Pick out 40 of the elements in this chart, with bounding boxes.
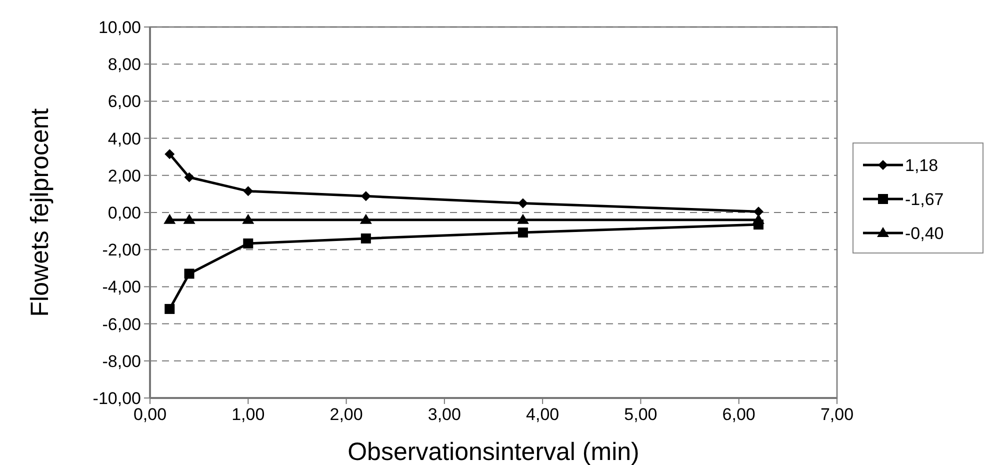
point [243, 186, 254, 196]
y-tick-label: -10,00 [92, 388, 141, 408]
y-tick-label: 6,00 [108, 92, 141, 112]
y-tick-label: 4,00 [108, 129, 141, 148]
y-tick-label: 8,00 [108, 55, 141, 74]
x-tick-label: 2,00 [330, 405, 363, 424]
y-tick-label: -2,00 [102, 240, 141, 260]
y-axis-title: Flowets fejlprocent [26, 108, 54, 317]
x-tick-label: 7,00 [820, 405, 854, 424]
x-axis-title: Observationsinterval (min) [348, 438, 640, 465]
y-tick-label: 10,00 [98, 18, 141, 37]
point [753, 206, 764, 217]
x-tick-label: 0,00 [133, 405, 167, 424]
y-tick-label: -4,00 [102, 278, 141, 297]
y-tick-label: 0,00 [108, 203, 141, 222]
y-tick-label: -6,00 [102, 314, 141, 334]
point [360, 214, 372, 224]
y-tick-label: 2,00 [108, 166, 141, 186]
point [360, 233, 371, 244]
point [516, 214, 529, 224]
legend-label: -0,40 [905, 224, 944, 243]
legend-label: 1,18 [905, 156, 938, 175]
point [164, 149, 175, 160]
x-tick-label: 5,00 [624, 405, 658, 424]
y-tick-label: -8,00 [102, 352, 141, 371]
point [164, 304, 175, 314]
point [242, 214, 254, 224]
point [243, 238, 254, 248]
point [518, 228, 528, 238]
x-tick-label: 6,00 [722, 405, 756, 424]
point [360, 191, 371, 202]
point [164, 214, 176, 224]
point [518, 198, 528, 208]
x-tick-label: 4,00 [526, 405, 560, 424]
x-tick-label: 1,00 [232, 405, 265, 424]
x-tick-label: 3,00 [428, 405, 461, 424]
legend-label: -1,67 [905, 190, 944, 209]
point [184, 268, 194, 279]
point [184, 172, 194, 182]
point [183, 214, 196, 224]
